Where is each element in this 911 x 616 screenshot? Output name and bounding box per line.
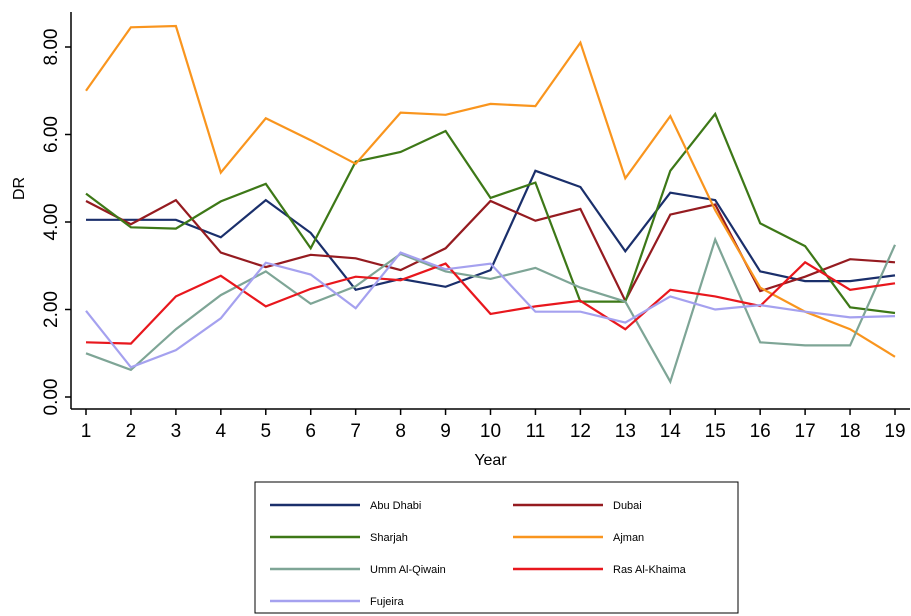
y-tick-label: 0.00 <box>41 379 62 416</box>
x-tick-label: 1 <box>81 421 92 442</box>
x-tick-label: 9 <box>440 421 451 442</box>
x-tick-label: 2 <box>126 421 137 442</box>
x-tick-label: 4 <box>216 421 227 442</box>
legend-label-fujeira: Fujeira <box>370 596 405 608</box>
series-line-abu-dhabi <box>86 169 896 292</box>
x-tick-label: 10 <box>480 421 501 442</box>
y-tick-label: 8.00 <box>41 29 62 66</box>
x-ticks: 1 2 3 4 5 6 7 8 9 10 11 12 13 14 15 16 17 18 19 <box>81 409 906 442</box>
x-tick-label: 12 <box>570 421 591 442</box>
x-tick-label: 14 <box>660 421 682 442</box>
series-group <box>85 24 897 385</box>
series-line-ajman <box>85 24 896 358</box>
x-tick-label: 19 <box>884 421 905 442</box>
x-tick-label: 7 <box>350 421 361 442</box>
y-tick-label: 6.00 <box>41 116 62 153</box>
x-tick-label: 3 <box>171 421 182 442</box>
x-tick-label: 18 <box>839 421 860 442</box>
legend-label-sharjah: Sharjah <box>370 532 408 544</box>
x-tick-label: 8 <box>395 421 406 442</box>
x-tick-label: 11 <box>526 421 546 442</box>
y-axis-title: DR <box>11 177 28 200</box>
series-line-dubai <box>85 198 896 304</box>
axes <box>70 12 910 410</box>
legend-label-dubai: Dubai <box>613 500 642 512</box>
y-ticks: 0.00 2.00 4.00 6.00 8.00 <box>41 29 71 416</box>
legend-label-ras-al-khaima: Ras Al-Khaima <box>613 564 687 576</box>
legend-label-abu-dhabi: Abu Dhabi <box>370 500 421 512</box>
x-tick-label: 6 <box>305 421 316 442</box>
legend-label-ajman: Ajman <box>613 532 644 544</box>
x-tick-label: 13 <box>615 421 636 442</box>
x-tick-label: 16 <box>750 421 771 442</box>
x-tick-label: 17 <box>795 421 816 442</box>
x-tick-label: 15 <box>705 421 726 442</box>
series-line-umm-al-qiwain <box>85 236 897 385</box>
x-tick-label: 5 <box>260 421 271 442</box>
legend-label-umm-al-qiwain: Umm Al-Qiwain <box>370 564 446 576</box>
series-line-sharjah <box>85 111 896 315</box>
y-tick-label: 4.00 <box>41 204 62 241</box>
series-line-fujeira <box>85 251 896 369</box>
legend-box <box>254 481 739 614</box>
y-tick-label: 2.00 <box>41 291 62 328</box>
legend: Abu Dhabi Dubai Sharjah Ajman Umm Al-Qiwain R… <box>254 481 739 614</box>
x-axis-title: Year <box>474 452 507 469</box>
